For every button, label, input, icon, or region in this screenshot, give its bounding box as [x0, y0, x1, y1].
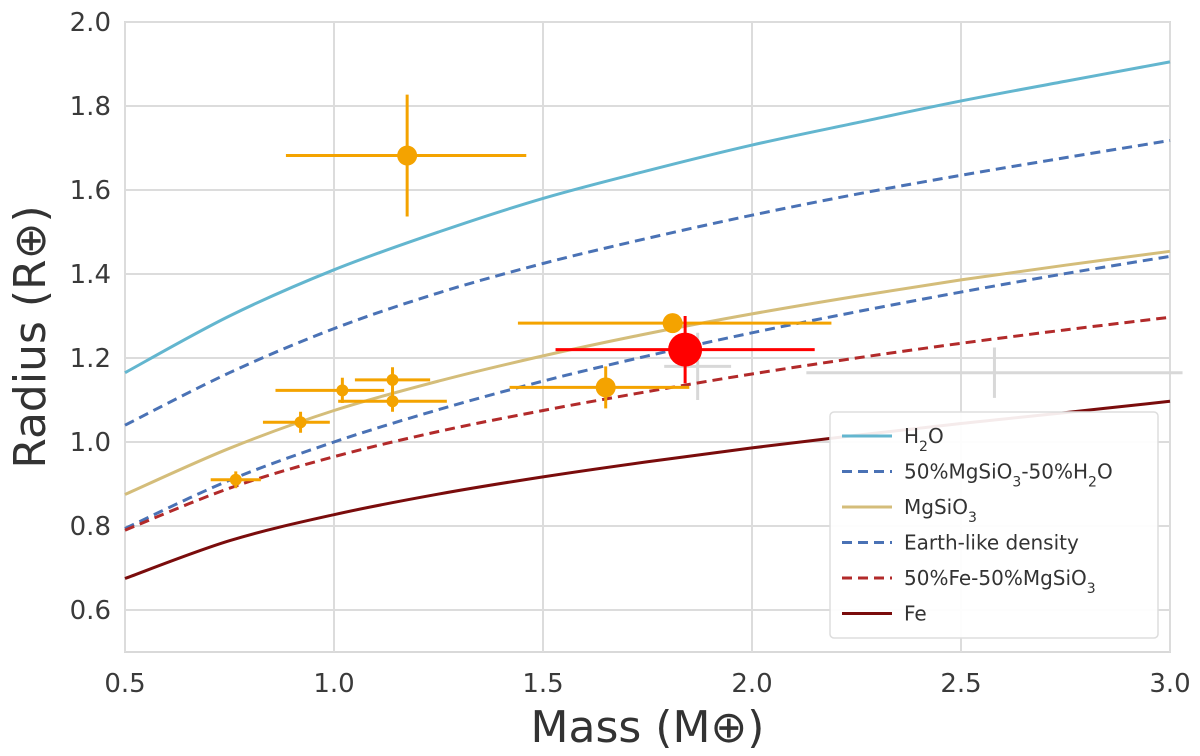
x-tick-label: 1.0	[313, 669, 354, 699]
x-tick-label: 1.5	[522, 669, 563, 699]
legend-text-part: 50%MgSiO	[904, 460, 1012, 484]
y-tick-label: 1.2	[70, 344, 111, 374]
x-tick-label: 3.0	[1149, 669, 1190, 699]
y-tick-label: 2.0	[70, 8, 111, 38]
x-tick-label: 2.0	[731, 669, 772, 699]
legend-entry-label: H2O	[904, 424, 944, 455]
data-point	[262, 411, 330, 433]
data-points	[210, 94, 832, 489]
tick-labels: 0.5 1.0 1.5 2.0 2.5 3.0 0.6 0.8 1.0 1.2 1.4 1.6 1.8 2…	[70, 8, 1191, 699]
legend-text-part: 3	[1087, 581, 1096, 597]
legend-entry-label: 50%MgSiO3-50%H2O	[904, 460, 1113, 491]
legend-text-part: 50%Fe-50%MgSiO	[904, 566, 1087, 590]
point-marker	[668, 332, 703, 367]
legend-text-part: 3	[968, 510, 977, 526]
legend-entry-label: MgSiO3	[904, 495, 977, 526]
curve-50-mgsio3-50-h2o	[124, 138, 1171, 427]
x-tick-label: 2.5	[940, 669, 981, 699]
y-tick-label: 1.4	[70, 260, 111, 290]
point-marker	[386, 373, 399, 386]
x-tick-label: 0.5	[104, 669, 145, 699]
y-axis-label: Radius (R⊕)	[5, 205, 56, 468]
legend-entry-label: Earth-like density	[904, 531, 1079, 555]
curve-h2o	[124, 60, 1171, 375]
data-point	[509, 366, 690, 409]
data-point	[555, 316, 815, 384]
y-tick-label: 0.6	[70, 596, 111, 626]
y-tick-label: 1.6	[70, 176, 111, 206]
point-marker	[336, 384, 349, 397]
point-marker	[229, 473, 242, 486]
legend-text-part: Earth-like density	[904, 531, 1079, 555]
legend-text-part: 2	[1088, 475, 1097, 491]
legend-text-part: O	[928, 424, 944, 448]
point-marker	[662, 313, 683, 334]
legend-box	[829, 411, 1159, 639]
legend-entry-label: 50%Fe-50%MgSiO3	[904, 566, 1096, 597]
data-point	[354, 367, 431, 393]
legend-text-part: -50%H	[1021, 460, 1088, 484]
point-marker	[294, 416, 307, 429]
data-point	[285, 94, 527, 217]
y-tick-label: 1.0	[70, 428, 111, 458]
point-marker	[397, 145, 418, 166]
point-marker	[386, 395, 399, 408]
data-point	[517, 313, 832, 334]
point-marker	[595, 377, 616, 398]
legend-text-part: O	[1097, 460, 1113, 484]
x-axis-label: Mass (M⊕)	[531, 702, 765, 753]
data-point	[210, 471, 261, 489]
legend-text-part: 3	[1012, 475, 1021, 491]
legend-text-part: 2	[919, 439, 928, 455]
data-point	[338, 390, 447, 412]
legend-text-part: H	[904, 424, 919, 448]
legend-entry-label: Fe	[904, 602, 927, 626]
data-point	[275, 377, 385, 403]
y-tick-label: 1.8	[70, 92, 111, 122]
y-tick-label: 0.8	[70, 512, 111, 542]
legend-text-part: MgSiO	[904, 495, 968, 519]
legend-text-part: Fe	[904, 602, 927, 626]
curve-earth-like-density	[124, 254, 1171, 530]
